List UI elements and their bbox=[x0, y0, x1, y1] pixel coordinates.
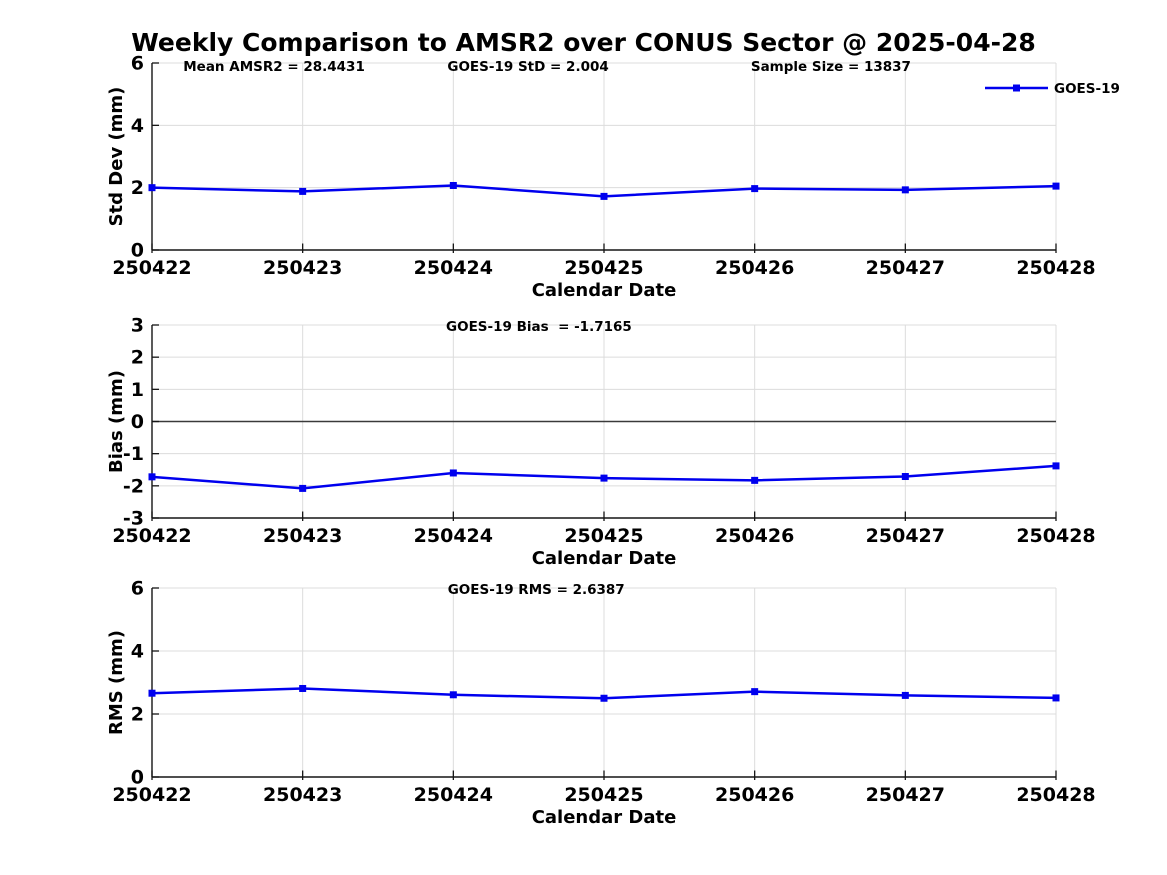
y-tick-label: 2 bbox=[131, 704, 144, 726]
x-tick-label: 250426 bbox=[715, 257, 794, 279]
data-point bbox=[600, 474, 608, 482]
data-point bbox=[148, 184, 156, 192]
data-point bbox=[901, 691, 909, 699]
x-tick-label: 250427 bbox=[866, 784, 945, 806]
x-tick-label: 250427 bbox=[866, 525, 945, 547]
x-tick-label: 250423 bbox=[263, 257, 342, 279]
data-point bbox=[1052, 462, 1060, 470]
x-tick-label: 250428 bbox=[1016, 784, 1095, 806]
legend-label: GOES-19 bbox=[1054, 81, 1120, 97]
data-point bbox=[751, 185, 759, 193]
data-point bbox=[901, 473, 909, 481]
y-tick-label: 1 bbox=[131, 379, 144, 401]
x-tick-label: 250427 bbox=[866, 257, 945, 279]
y-tick-label: -3 bbox=[123, 508, 144, 530]
x-tick-label: 250423 bbox=[263, 784, 342, 806]
data-point bbox=[751, 688, 759, 696]
y-tick-label: 2 bbox=[131, 177, 144, 199]
data-point bbox=[600, 192, 608, 200]
data-point bbox=[600, 694, 608, 702]
x-tick-label: 250426 bbox=[715, 525, 794, 547]
data-point bbox=[901, 186, 909, 194]
y-tick-label: 0 bbox=[131, 411, 144, 433]
data-point bbox=[449, 469, 457, 477]
y-tick-label: 0 bbox=[131, 767, 144, 789]
stat-annotation: Sample Size = 13837 bbox=[751, 59, 911, 75]
x-axis-label: Calendar Date bbox=[532, 280, 677, 301]
data-point bbox=[751, 476, 759, 484]
figure-title: Weekly Comparison to AMSR2 over CONUS Se… bbox=[131, 28, 1036, 57]
data-point bbox=[299, 684, 307, 692]
x-axis-label: Calendar Date bbox=[532, 548, 677, 569]
x-tick-label: 250423 bbox=[263, 525, 342, 547]
y-axis-label: RMS (mm) bbox=[106, 630, 127, 735]
x-tick-label: 250424 bbox=[414, 257, 493, 279]
y-tick-label: -2 bbox=[123, 475, 144, 497]
data-point bbox=[299, 484, 307, 492]
y-tick-label: 4 bbox=[131, 641, 144, 663]
legend-marker bbox=[1013, 84, 1020, 92]
x-tick-label: 250425 bbox=[564, 784, 643, 806]
y-tick-label: 0 bbox=[131, 240, 144, 262]
data-point bbox=[299, 187, 307, 195]
data-point bbox=[148, 473, 156, 481]
data-point bbox=[1052, 694, 1060, 702]
x-tick-label: 250424 bbox=[414, 784, 493, 806]
stat-annotation: GOES-19 RMS = 2.6387 bbox=[448, 582, 625, 598]
y-tick-label: 3 bbox=[131, 315, 144, 337]
x-tick-label: 250422 bbox=[112, 525, 191, 547]
x-tick-label: 250424 bbox=[414, 525, 493, 547]
x-axis-label: Calendar Date bbox=[532, 807, 677, 828]
y-tick-label: 6 bbox=[131, 578, 144, 600]
x-tick-label: 250422 bbox=[112, 784, 191, 806]
data-point bbox=[1052, 182, 1060, 190]
data-point bbox=[148, 689, 156, 697]
stat-annotation: GOES-19 StD = 2.004 bbox=[447, 59, 608, 75]
stat-annotation: GOES-19 Bias = -1.7165 bbox=[446, 319, 632, 335]
x-tick-label: 250425 bbox=[564, 525, 643, 547]
x-tick-label: 250422 bbox=[112, 257, 191, 279]
stat-annotation: Mean AMSR2 = 28.4431 bbox=[183, 59, 365, 75]
y-tick-label: -1 bbox=[123, 443, 144, 465]
x-tick-label: 250428 bbox=[1016, 257, 1095, 279]
x-tick-label: 250428 bbox=[1016, 525, 1095, 547]
data-point bbox=[449, 691, 457, 699]
y-tick-label: 6 bbox=[131, 53, 144, 75]
x-tick-label: 250425 bbox=[564, 257, 643, 279]
y-tick-label: 2 bbox=[131, 347, 144, 369]
y-tick-label: 4 bbox=[131, 115, 144, 137]
data-point bbox=[449, 181, 457, 189]
y-axis-label: Std Dev (mm) bbox=[106, 87, 127, 227]
x-tick-label: 250426 bbox=[715, 784, 794, 806]
y-axis-label: Bias (mm) bbox=[106, 370, 127, 473]
